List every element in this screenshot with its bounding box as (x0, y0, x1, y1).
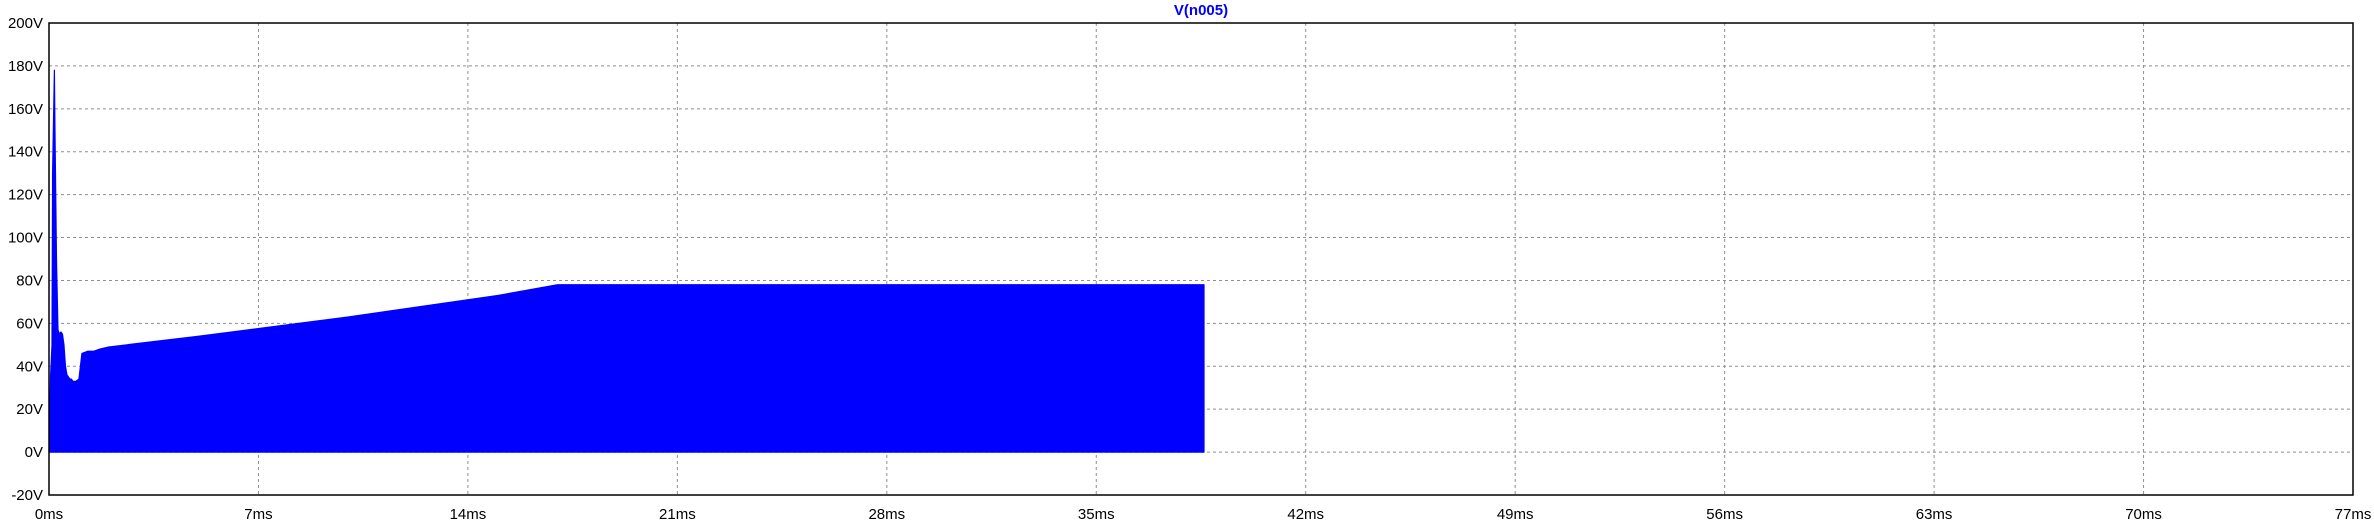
y-tick-label: 160V (8, 101, 43, 118)
plot-frame (48, 22, 2354, 496)
y-tick-label: -20V (11, 487, 43, 504)
x-tick-label: 28ms (868, 506, 905, 523)
y-axis-tick-labels: -20V 0V 20V 40V 60V 80V 100V 120V 140V 160V 180V 20… (8, 15, 43, 504)
y-tick-label: 100V (8, 230, 43, 247)
x-tick-label: 7ms (244, 506, 272, 523)
y-tick-label: 120V (8, 187, 43, 204)
x-tick-label: 49ms (1497, 506, 1534, 523)
x-tick-label: 56ms (1706, 506, 1743, 523)
x-tick-label: 77ms (2335, 506, 2372, 523)
trace-waveform (48, 69, 1205, 453)
x-tick-label: 0ms (35, 506, 63, 523)
trace-title[interactable]: V(n005) (1174, 2, 1228, 19)
y-tick-label: 60V (16, 315, 43, 332)
x-tick-label: 42ms (1287, 506, 1324, 523)
x-tick-label: 35ms (1078, 506, 1115, 523)
y-tick-label: 40V (16, 358, 43, 375)
y-tick-label: 20V (16, 401, 43, 418)
x-axis-tick-labels: 0ms 7ms 14ms 21ms 28ms 35ms 42ms 49ms 56ms 63ms 70… (35, 506, 2372, 523)
y-tick-label: 200V (8, 15, 43, 32)
x-tick-label: 14ms (450, 506, 487, 523)
x-tick-label: 21ms (659, 506, 696, 523)
y-tick-label: 180V (8, 58, 43, 75)
y-tick-label: 0V (25, 444, 43, 461)
x-tick-label: 70ms (2125, 506, 2162, 523)
trace-layer (48, 69, 1205, 453)
y-tick-label: 80V (16, 272, 43, 289)
y-tick-label: 140V (8, 144, 43, 161)
x-tick-label: 63ms (1916, 506, 1953, 523)
